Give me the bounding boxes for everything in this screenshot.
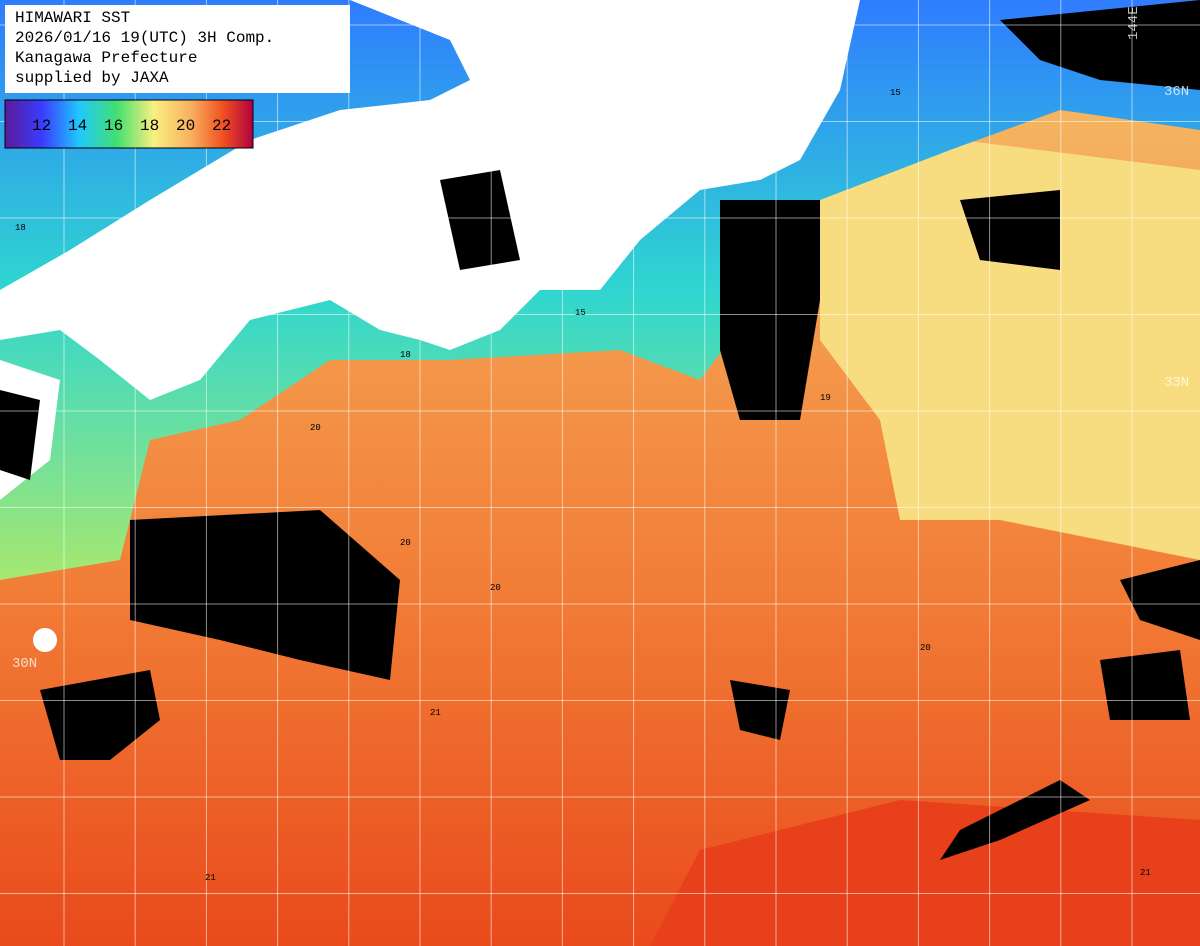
header-line: Kanagawa Prefecture (15, 49, 197, 67)
contour-label: 20 (490, 583, 501, 593)
header-line: supplied by JAXA (15, 69, 169, 87)
contour-label: 21 (430, 708, 441, 718)
contour-label: 20 (400, 538, 411, 548)
contour-label: 21 (205, 873, 216, 883)
colorbar-label: 22 (212, 117, 231, 135)
contour-label: 21 (1140, 868, 1151, 878)
lat-label: 30N (12, 656, 37, 672)
clouds (0, 0, 1200, 860)
contour-label: 19 (820, 393, 831, 403)
lon-label: 135E (486, 6, 502, 40)
lat-label: 36N (1164, 84, 1189, 100)
cool-region (820, 140, 1200, 560)
warm-region (650, 800, 1200, 946)
header-line: HIMAWARI SST (15, 9, 130, 27)
header-line: 2026/01/16 19(UTC) 3H Comp. (15, 29, 274, 47)
colorbar-label: 12 (32, 117, 51, 135)
contour-label: 15 (575, 308, 586, 318)
contour-label: 18 (400, 350, 411, 360)
colorbar-label: 14 (68, 117, 87, 135)
colorbar-label: 16 (104, 117, 123, 135)
lat-label: 33N (1164, 375, 1189, 391)
contour-label: 18 (15, 223, 26, 233)
lon-label: 144E (1126, 6, 1142, 40)
contour-label: 15 (890, 88, 901, 98)
contour-label: 20 (310, 423, 321, 433)
colorbar-label: 20 (176, 117, 195, 135)
contour-label: 20 (920, 643, 931, 653)
header-box (5, 5, 350, 93)
colorbar-label: 18 (140, 117, 159, 135)
colorbar (4, 99, 254, 149)
